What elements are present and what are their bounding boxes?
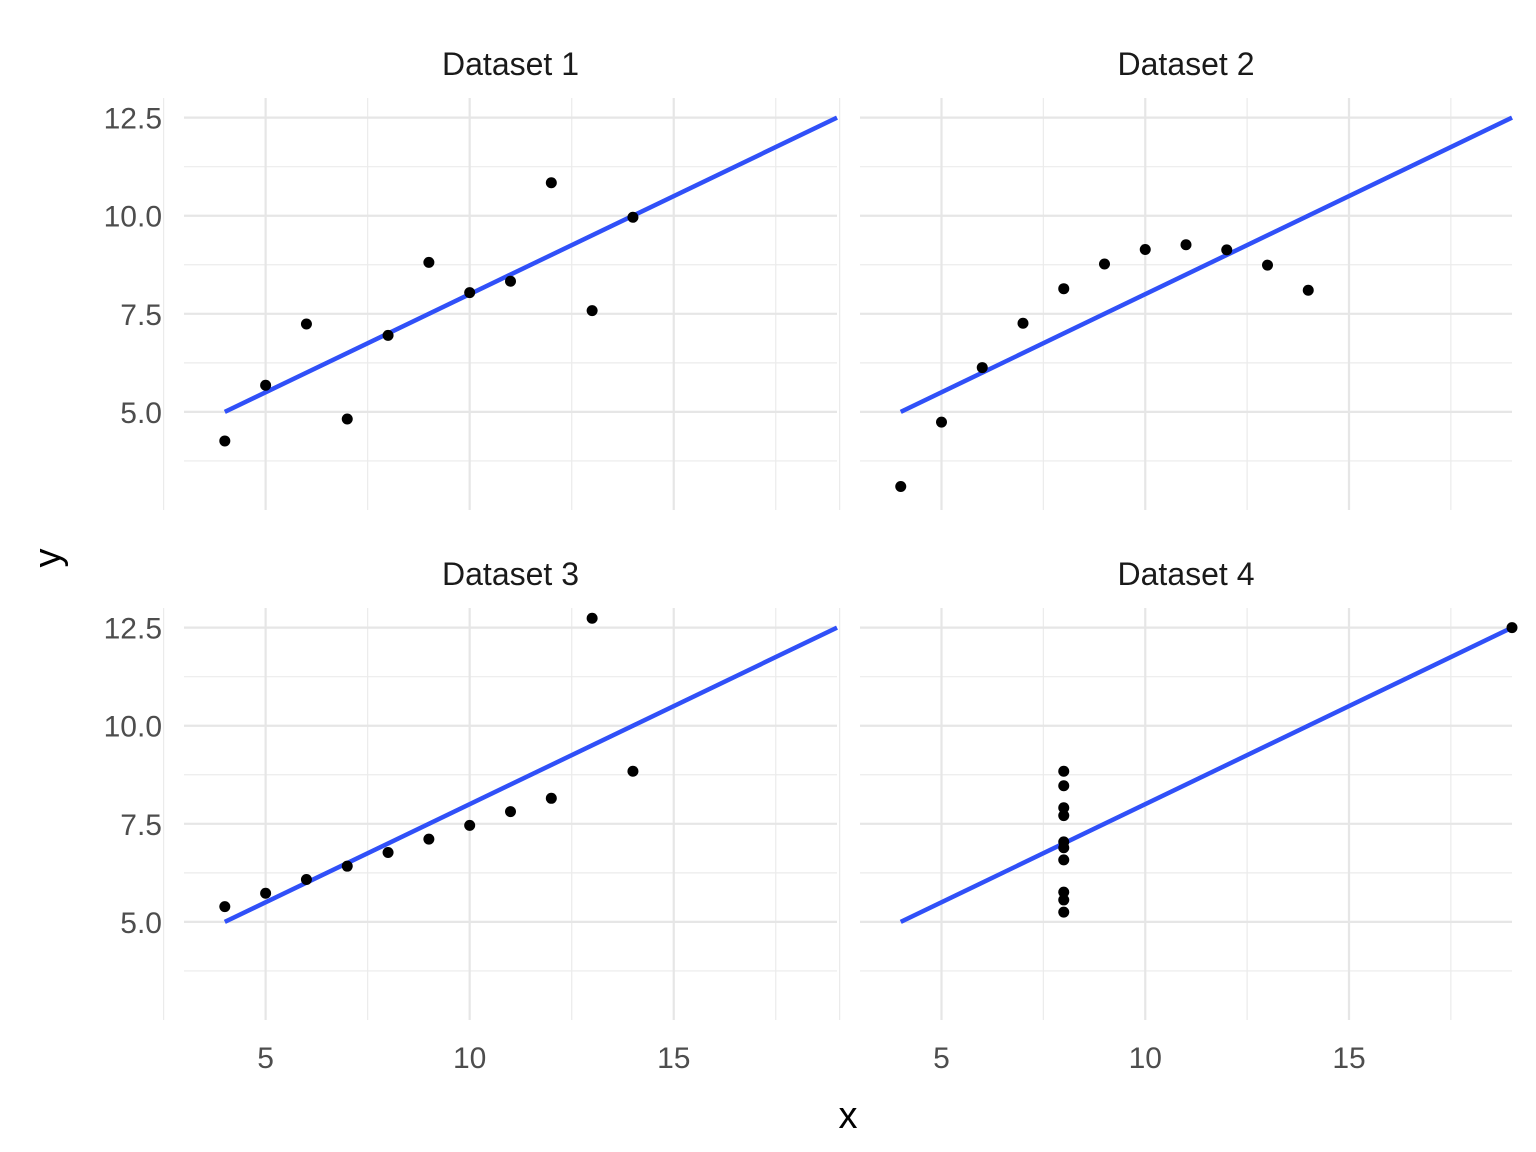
data-point [545, 177, 557, 189]
data-point [260, 887, 272, 899]
data-point [1506, 622, 1518, 634]
facet-panel: Dataset 2 [839, 46, 1513, 510]
data-point [505, 806, 516, 818]
y-tick-label: 12.5 [104, 103, 162, 136]
regression-line [899, 625, 1513, 924]
y-tick-label: 10.0 [104, 711, 162, 744]
data-point [976, 362, 988, 374]
regression-line [899, 115, 1513, 414]
data-point [586, 612, 598, 624]
data-point [627, 765, 639, 777]
data-point [382, 329, 394, 341]
x-axis-title: x [839, 1095, 858, 1137]
y-tick-label: 7.5 [120, 809, 162, 842]
y-tick-label: 5.0 [120, 907, 162, 940]
facet-panel: Dataset 4 5 10 15 [839, 556, 1518, 1075]
data-point [464, 819, 476, 831]
facet-title: Dataset 4 [1118, 556, 1255, 592]
data-point [1058, 894, 1070, 906]
x-tick-label: 10 [1129, 1042, 1162, 1075]
facet-panel: Dataset 3 5.0 7.5 10.0 12.5 5 10 15 [104, 556, 838, 1075]
data-point [260, 379, 272, 391]
facet-panels: Dataset 1 5.0 7.5 10.0 12.5 Dataset 2 Dataset … [104, 46, 1518, 1075]
data-point [1058, 765, 1070, 777]
data-point [423, 833, 435, 845]
data-point [1221, 244, 1233, 256]
data-point [1262, 259, 1273, 271]
data-point [1058, 810, 1070, 822]
data-point [1302, 284, 1314, 296]
data-point [1099, 258, 1110, 270]
data-point [1058, 854, 1070, 866]
data-point [464, 287, 476, 299]
data-point [1058, 802, 1070, 814]
y-tick-label: 5.0 [120, 397, 162, 430]
facet-title: Dataset 2 [1118, 46, 1255, 82]
y-tick-label: 12.5 [104, 613, 162, 646]
data-point [1058, 780, 1070, 792]
data-point [1180, 239, 1192, 251]
regression-line [223, 625, 838, 924]
data-point [1139, 243, 1151, 255]
facet-title: Dataset 1 [442, 46, 579, 82]
data-point [382, 846, 394, 858]
data-point [219, 435, 231, 447]
data-point [505, 275, 516, 287]
y-tick-label: 7.5 [120, 299, 162, 332]
data-point [423, 256, 435, 268]
data-point [1017, 317, 1029, 329]
data-point [300, 318, 312, 330]
facet-panel: Dataset 1 5.0 7.5 10.0 12.5 [104, 46, 838, 510]
x-tick-label: 10 [453, 1042, 486, 1075]
y-tick-label: 10.0 [104, 201, 162, 234]
data-point [1058, 886, 1070, 898]
x-tick-label: 15 [1332, 1042, 1365, 1075]
data-point [1058, 283, 1070, 295]
data-point [586, 305, 598, 317]
facet-title: Dataset 3 [442, 556, 579, 592]
data-point [341, 860, 353, 872]
data-point [300, 874, 312, 886]
y-axis-title: y [27, 549, 69, 568]
data-point [627, 211, 639, 223]
data-point [1058, 842, 1070, 854]
data-point [545, 792, 557, 804]
x-tick-label: 15 [657, 1042, 690, 1075]
data-point [341, 413, 353, 425]
regression-line [223, 115, 838, 414]
data-point [1058, 906, 1070, 918]
data-point [219, 901, 231, 913]
x-tick-label: 5 [257, 1042, 274, 1075]
x-tick-label: 5 [933, 1042, 950, 1075]
data-point [895, 480, 907, 492]
data-point [936, 416, 947, 428]
